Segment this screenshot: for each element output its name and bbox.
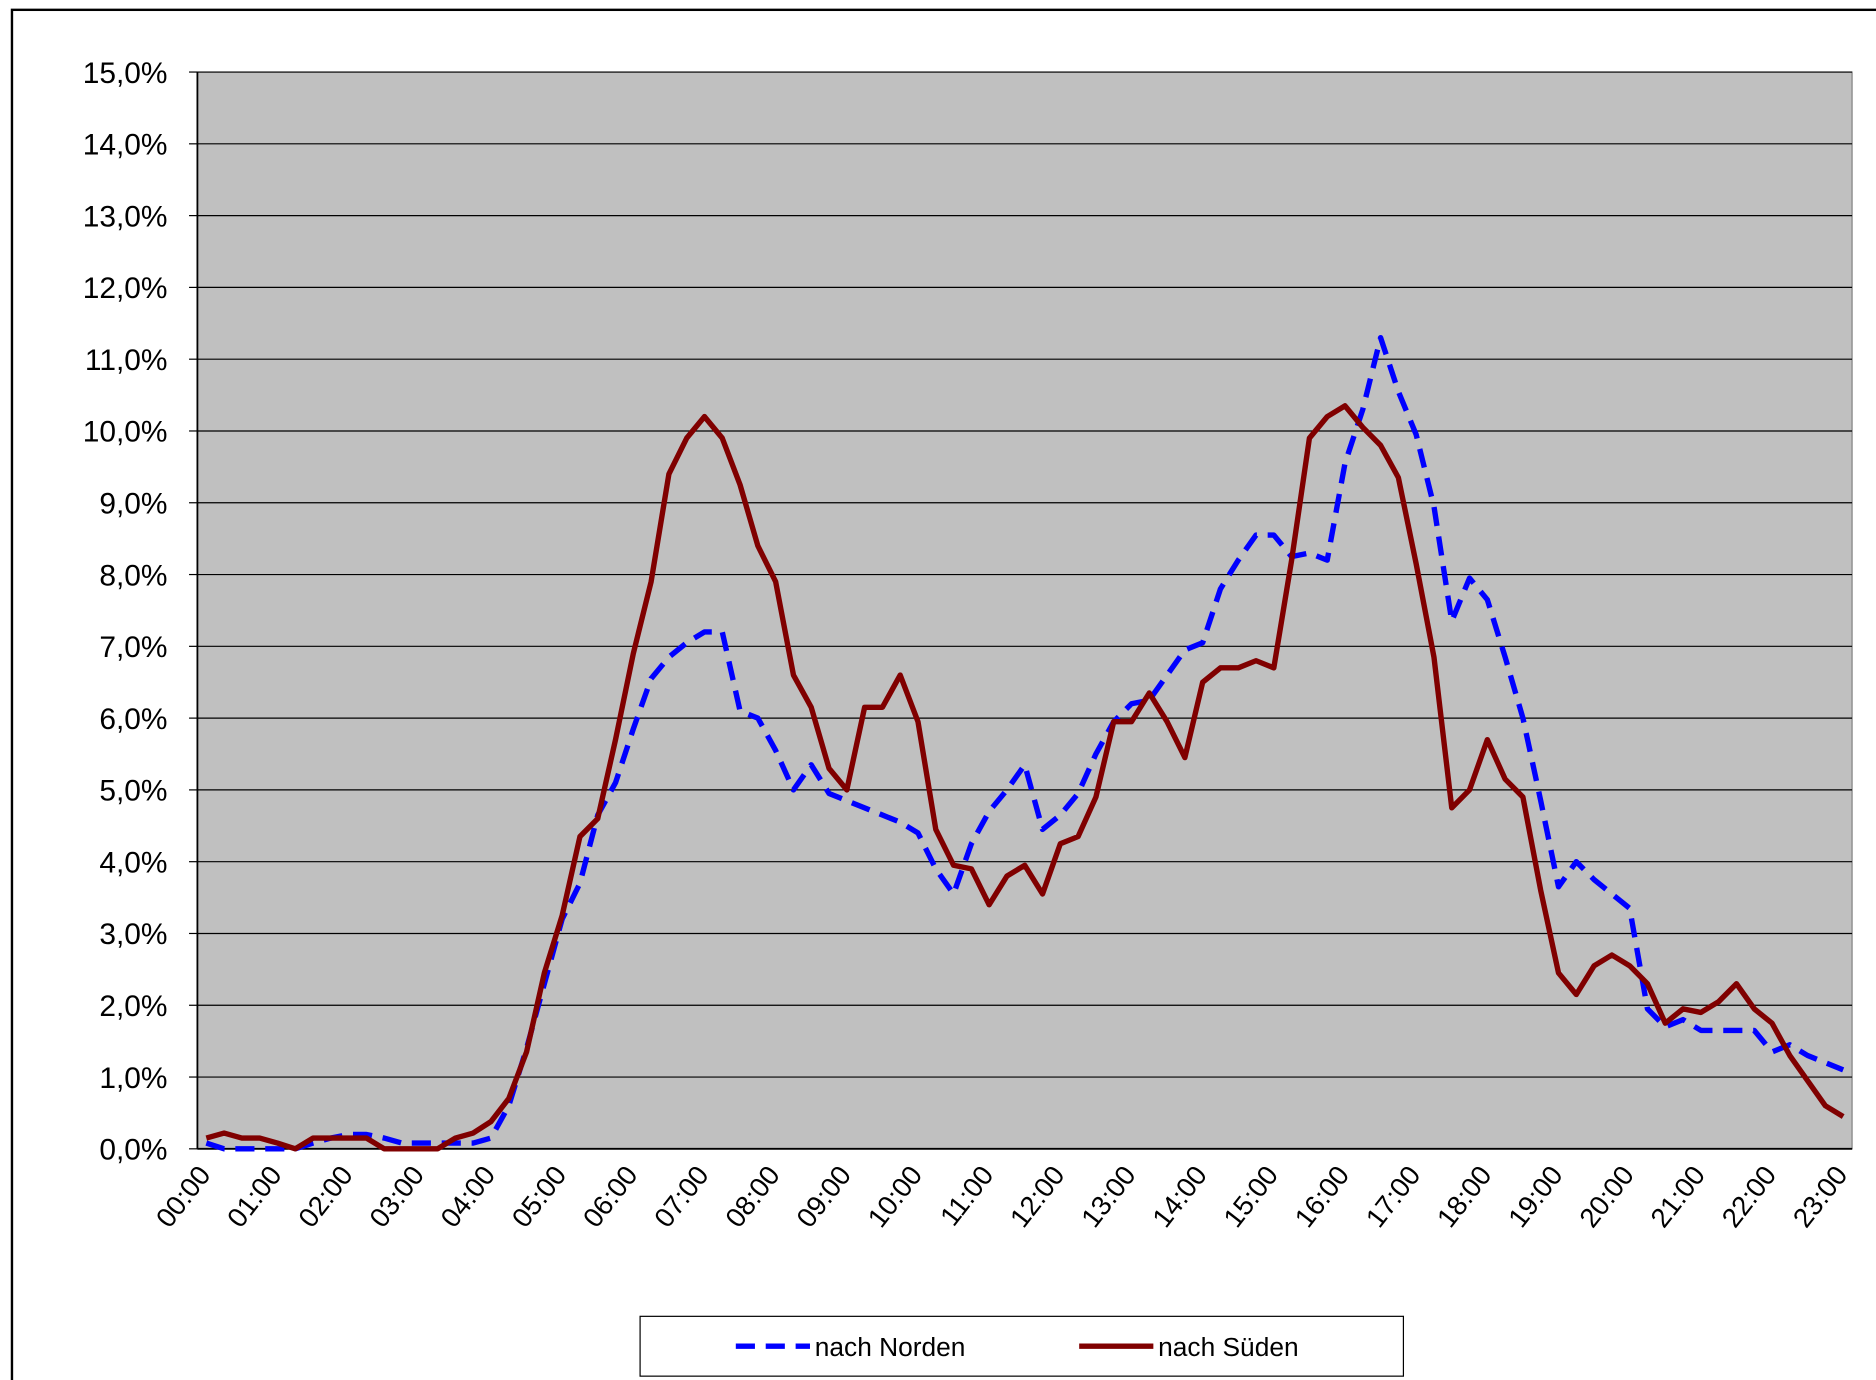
- y-tick-label: 4,0%: [99, 846, 167, 879]
- y-tick-label: 3,0%: [99, 918, 167, 951]
- y-tick-label: 10,0%: [83, 416, 168, 449]
- y-tick-label: 14,0%: [83, 129, 168, 162]
- y-tick-label: 8,0%: [99, 559, 167, 592]
- y-tick-label: 6,0%: [99, 703, 167, 736]
- series-line: [205, 403, 1845, 1152]
- legend-label: nach Norden: [815, 1332, 966, 1362]
- y-tick-label: 0,0%: [99, 1134, 167, 1167]
- y-tick-label: 13,0%: [83, 200, 168, 233]
- y-tick-label: 7,0%: [99, 631, 167, 664]
- y-tick-label: 11,0%: [85, 344, 168, 377]
- y-tick-label: 1,0%: [99, 1062, 167, 1095]
- legend-label: nach Süden: [1158, 1332, 1298, 1362]
- plot-area: [196, 71, 1853, 1150]
- y-tick-label: 12,0%: [83, 272, 168, 305]
- y-tick-label: 2,0%: [99, 990, 167, 1023]
- y-tick-label: 9,0%: [99, 488, 167, 521]
- series-line: [205, 334, 1845, 1152]
- y-tick-label: 5,0%: [99, 775, 167, 808]
- y-tick-label: 15,0%: [83, 57, 168, 90]
